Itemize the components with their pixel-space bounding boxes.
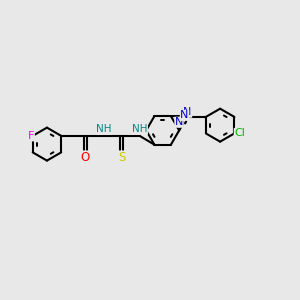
Text: O: O — [81, 151, 90, 164]
Text: S: S — [118, 151, 125, 164]
Text: Cl: Cl — [234, 128, 245, 138]
Text: N: N — [180, 110, 189, 120]
Text: NH: NH — [96, 124, 111, 134]
Text: NH: NH — [132, 124, 147, 134]
Text: N: N — [175, 117, 183, 127]
Text: F: F — [28, 131, 34, 141]
Text: N: N — [183, 107, 192, 117]
